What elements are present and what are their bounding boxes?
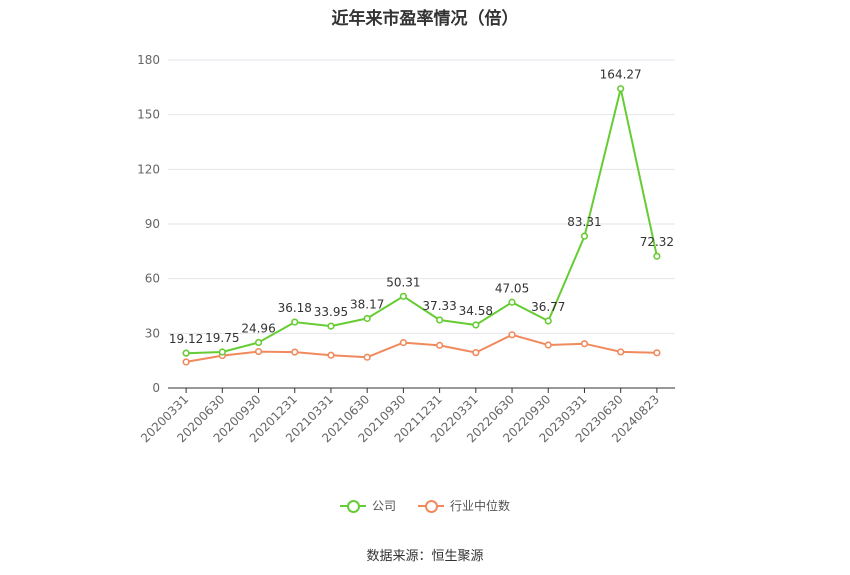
- y-tick-label: 30: [145, 326, 160, 340]
- series-0-point: [508, 298, 516, 306]
- data-label: 19.75: [205, 331, 239, 345]
- y-tick-label: 120: [137, 162, 160, 176]
- series-0-point: [327, 322, 335, 330]
- data-label: 38.17: [350, 297, 384, 311]
- data-label: 164.27: [600, 68, 642, 82]
- legend-swatch-company: [339, 499, 366, 513]
- series-0-point: [363, 314, 371, 323]
- chart-title: 近年来市盈率情况（倍）: [331, 9, 519, 29]
- series-0-point: [399, 292, 407, 300]
- series-1-point: [363, 353, 371, 361]
- data-label: 50.31: [386, 275, 420, 289]
- series-0-point: [218, 348, 226, 356]
- series-0-point: [291, 318, 299, 326]
- axis-layer: 0306090120150180202003312020063020200930…: [137, 53, 675, 445]
- series-1-point: [617, 348, 625, 356]
- legend-label-industry-median: 行业中位数: [450, 499, 511, 513]
- series-0-point: [580, 232, 589, 240]
- data-label: 36.77: [531, 300, 565, 314]
- data-label: 47.05: [495, 281, 529, 295]
- series-0-point: [472, 321, 480, 329]
- series-1-point: [472, 349, 480, 357]
- data-label: 33.95: [314, 305, 348, 319]
- series-0-point: [182, 349, 190, 357]
- data-label: 19.12: [169, 332, 203, 346]
- series-1-point: [291, 348, 299, 356]
- legend-label-company: 公司: [371, 499, 396, 513]
- legend-item-industry-median[interactable]: 行业中位数: [418, 497, 510, 514]
- series-1-point: [508, 331, 516, 339]
- series-0-point: [617, 85, 625, 93]
- y-tick-label: 60: [145, 272, 160, 286]
- y-tick-label: 150: [137, 108, 160, 122]
- series-1-point: [436, 341, 444, 349]
- series-1-point: [182, 358, 190, 366]
- series-line-1: [185, 333, 657, 363]
- legend-item-company[interactable]: 公司: [339, 497, 396, 514]
- series-line-0: [186, 88, 658, 355]
- series-1-point: [254, 347, 263, 356]
- legend-swatch-industry-median: [418, 499, 444, 513]
- data-label: 37.33: [422, 299, 456, 313]
- series-0-point: [653, 252, 661, 260]
- y-tick-label: 90: [145, 217, 160, 231]
- data-label: 36.18: [278, 301, 312, 315]
- series-1-point: [327, 351, 335, 359]
- y-tick-label: 0: [152, 381, 160, 395]
- series-layer: [182, 85, 661, 366]
- series-1-point: [580, 340, 589, 348]
- series-0-point: [254, 338, 263, 347]
- data-label: 83.31: [567, 215, 601, 229]
- series-0-point: [436, 316, 444, 324]
- data-source: 数据来源：恒生聚源: [366, 549, 484, 564]
- y-tick-label: 180: [137, 53, 160, 67]
- data-label: 24.96: [241, 322, 275, 336]
- series-0-point: [544, 317, 552, 325]
- series-1-point: [544, 341, 552, 349]
- data-label: 34.58: [459, 304, 493, 318]
- legend: 公司 行业中位数: [0, 497, 850, 514]
- series-1-point: [653, 349, 661, 357]
- series-1-point: [399, 339, 407, 347]
- grid-layer: [168, 59, 675, 334]
- data-label: 72.32: [640, 235, 674, 249]
